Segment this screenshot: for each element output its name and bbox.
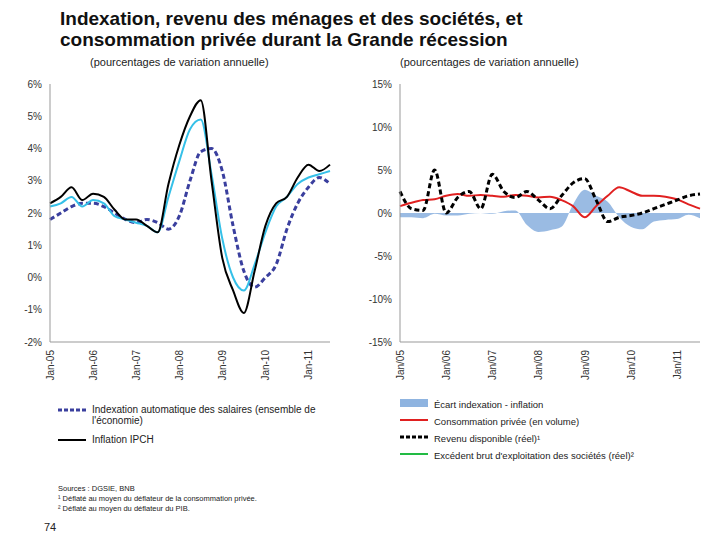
svg-text:0%: 0% [28,272,43,283]
svg-text:-15%: -15% [369,337,392,348]
svg-text:10%: 10% [372,122,392,133]
svg-text:Jan/06: Jan/06 [441,350,452,380]
svg-text:Jan-11: Jan-11 [303,350,314,380]
svg-text:-1%: -1% [24,304,42,315]
svg-text:0%: 0% [378,208,393,219]
svg-text:5%: 5% [28,111,43,122]
svg-text:Jan/08: Jan/08 [533,350,544,380]
html-text:Indexation automatique des sal: Indexation automatique des salaires (ens… [92,404,316,426]
html-text:Sources : DGSIE, BNB: Sources : DGSIE, BNB [58,484,135,493]
html-text:74: 74 [44,521,57,533]
svg-text:Jan/05: Jan/05 [395,350,406,380]
html-text:Consommation privée (en volume: Consommation privée (en volume) [434,415,580,427]
html-text:(pourcentages de variation ann: (pourcentages de variation annuelle) [90,56,269,68]
svg-text:6%: 6% [28,79,43,90]
html-text:Inflation IPCH: Inflation IPCH [92,434,154,445]
svg-text:5%: 5% [378,165,393,176]
svg-text:Jan/11: Jan/11 [672,350,683,380]
svg-text:-5%: -5% [374,251,392,262]
svg-text:Jan-08: Jan-08 [174,350,185,381]
svg-text:Jan-05: Jan-05 [45,350,56,381]
svg-text:Jan-07: Jan-07 [131,350,142,381]
html-text:(pourcentages de variation ann: (pourcentages de variation annuelle) [400,56,579,68]
html-text:Excédent brut d'exploitation d: Excédent brut d'exploitation des société… [434,449,634,461]
svg-text:15%: 15% [372,79,392,90]
html-text:² Déflaté au moyen du déflateu: ² Déflaté au moyen du déflateur du PIB. [58,504,190,513]
svg-text:Jan/07: Jan/07 [487,350,498,380]
html-text:Écart indexation - inflation: Écart indexation - inflation [434,398,544,410]
html-text:¹ Déflaté au moyen du déflateu: ¹ Déflaté au moyen du déflateur de la co… [58,494,257,503]
svg-text:4%: 4% [28,143,43,154]
svg-text:-2%: -2% [24,337,42,348]
html-text:Indexation, revenu des ménages: Indexation, revenu des ménages et des so… [60,8,523,50]
svg-text:Jan/10: Jan/10 [626,350,637,380]
svg-text:Jan-06: Jan-06 [88,350,99,381]
svg-text:Jan-09: Jan-09 [217,350,228,381]
svg-text:Jan-10: Jan-10 [260,350,271,381]
svg-text:Jan/09: Jan/09 [580,350,591,380]
svg-text:-10%: -10% [369,294,392,305]
svg-text:3%: 3% [28,175,43,186]
svg-text:2%: 2% [28,208,43,219]
html-text:Revenu disponible (réel)¹: Revenu disponible (réel)¹ [434,432,541,444]
svg-text:1%: 1% [28,240,43,251]
